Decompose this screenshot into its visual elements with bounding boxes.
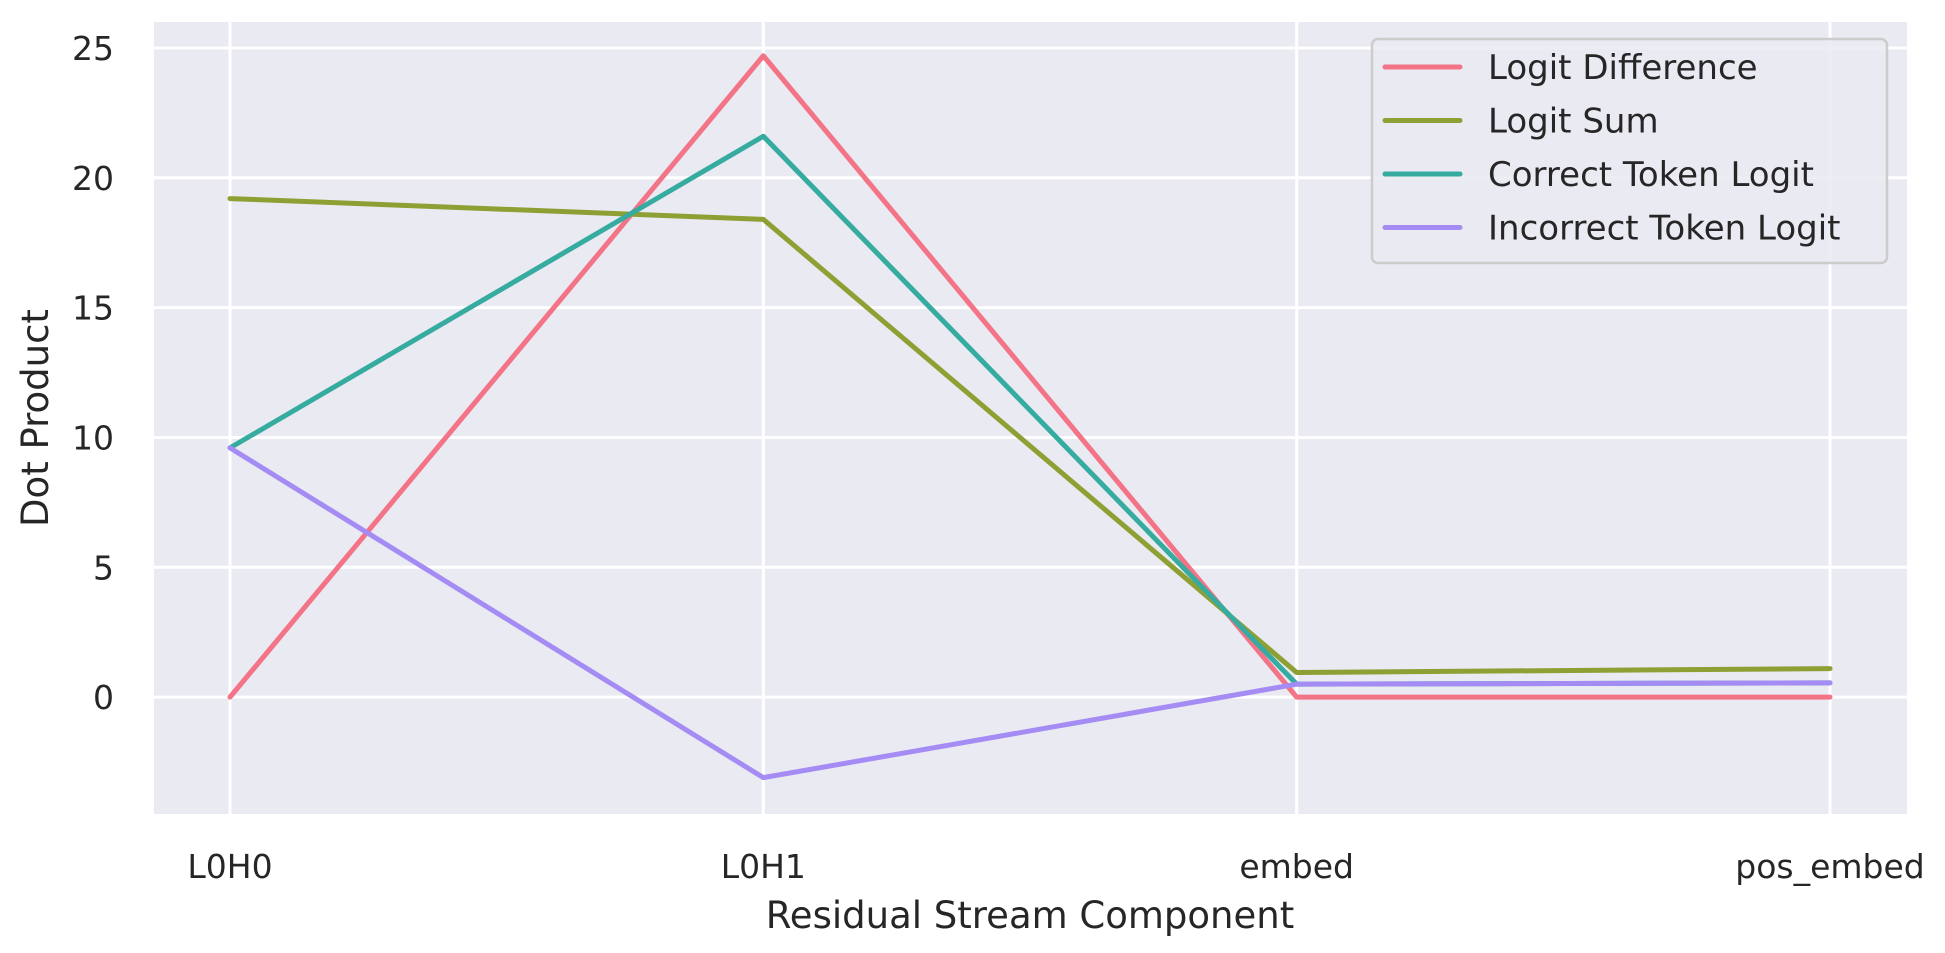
series-line-logit-sum <box>227 196 1833 675</box>
legend: Logit Difference Logit Sum Correct Token L… <box>1370 37 1889 265</box>
x-tick-label: L0H0 <box>187 847 272 886</box>
legend-label: Correct Token Logit <box>1488 155 1814 195</box>
legend-label: Logit Sum <box>1488 102 1659 142</box>
x-tick-labels: L0H0 L0H1 embed pos_embed <box>187 847 1924 886</box>
y-tick-labels: 0 5 10 15 20 25 <box>72 29 114 717</box>
x-axis-title: Residual Stream Component <box>766 894 1294 937</box>
legend-label: Incorrect Token Logit <box>1488 209 1840 249</box>
series-lines <box>227 53 1833 781</box>
x-tick-label: pos_embed <box>1735 847 1924 886</box>
y-tick-label: 0 <box>93 678 114 717</box>
y-axis-title: Dot Product <box>14 309 57 527</box>
y-tick-label: 15 <box>72 289 114 328</box>
x-tick-label: L0H1 <box>721 847 806 886</box>
y-tick-label: 20 <box>72 159 114 198</box>
legend-box <box>1370 37 1889 265</box>
legend-label: Logit Difference <box>1488 48 1758 88</box>
series-line-incorrect-token-logit <box>227 445 1833 781</box>
y-tick-label: 10 <box>72 418 114 457</box>
y-tick-label: 5 <box>93 548 114 587</box>
series-line-logit-difference <box>227 53 1833 700</box>
y-tick-label: 25 <box>72 29 114 68</box>
x-tick-label: embed <box>1239 847 1354 886</box>
